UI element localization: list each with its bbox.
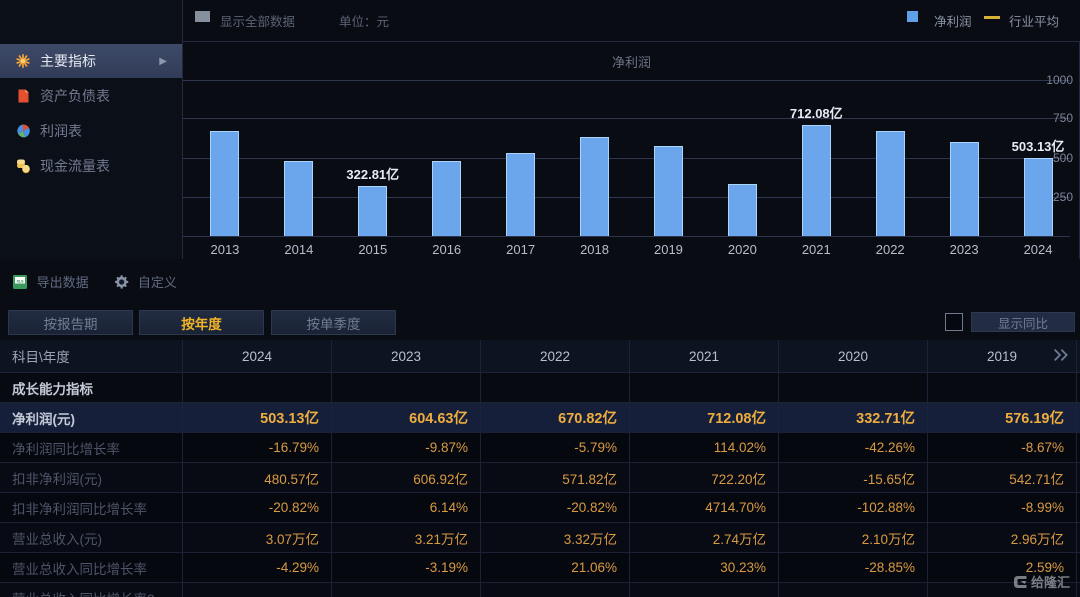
svg-text:XLS: XLS xyxy=(17,279,25,283)
